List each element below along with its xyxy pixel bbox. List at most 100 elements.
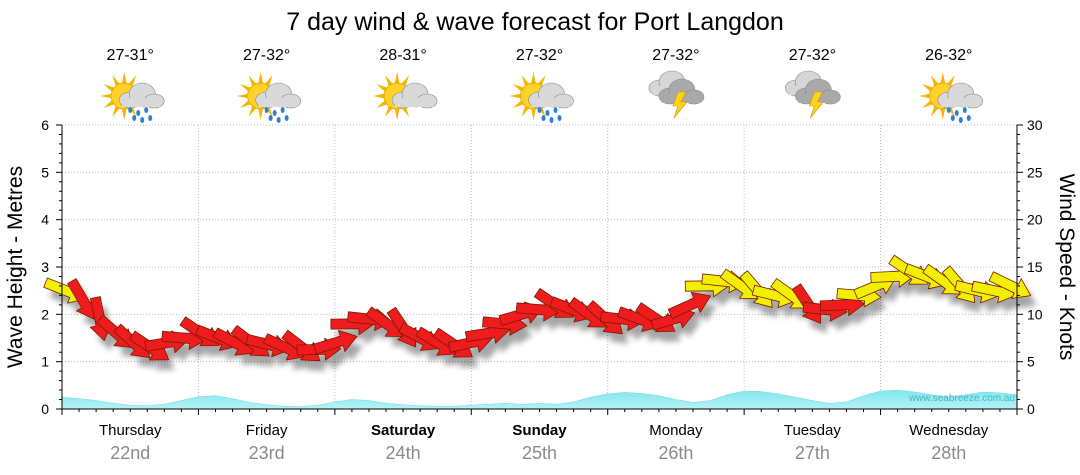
cloud-base <box>395 98 434 107</box>
y-axis-right-label: Wind Speed - Knots <box>1055 174 1078 361</box>
day-label: Monday <box>649 422 703 439</box>
rain-drop <box>537 107 542 113</box>
y-tick-label-left: 6 <box>41 117 49 133</box>
date-label: 28th <box>931 443 966 463</box>
date-label: 24th <box>386 443 421 463</box>
rain-drop <box>132 115 137 121</box>
sun-ray <box>947 75 955 87</box>
sun-ray <box>521 105 530 117</box>
sun-ray <box>128 75 137 87</box>
rain-drop <box>272 110 277 116</box>
sun-ray <box>401 105 410 117</box>
sun-ray <box>930 105 939 117</box>
rain-drop <box>549 117 554 123</box>
rain-drop <box>280 107 285 113</box>
sun-rain-icon <box>100 72 165 123</box>
storm-icon <box>785 70 841 119</box>
day-temperature: 27-32° <box>243 47 290 64</box>
day-temperature: 27-32° <box>652 47 699 64</box>
rain-drop <box>128 107 133 113</box>
sun-ray <box>248 105 257 117</box>
day-temperature: 27-32° <box>789 47 836 64</box>
wave-height-fill <box>61 389 1018 410</box>
y-tick-label-left: 4 <box>41 212 49 228</box>
day-temperature: 27-32° <box>516 47 563 64</box>
cloud-base <box>258 98 297 107</box>
rain-drop <box>268 115 273 121</box>
sun-rain-icon <box>918 72 984 123</box>
rain-drop <box>946 107 951 113</box>
sun-ray <box>509 93 521 99</box>
y-tick-label-right: 5 <box>1027 354 1035 370</box>
y-tick-label-right: 15 <box>1027 259 1043 275</box>
sun-ray <box>394 108 400 120</box>
chart-title: 7 day wind & wave forecast for Port Lang… <box>286 8 784 36</box>
cloud-base <box>940 98 979 107</box>
sun-cloud-icon <box>373 72 438 120</box>
rain-drop <box>284 115 289 121</box>
sun-ray <box>121 108 127 120</box>
day-headers: 27-31° Thursday 22nd 27-32° Friday 23rd 28-31°… <box>99 47 989 463</box>
date-label: 27th <box>795 443 830 463</box>
sun-ray <box>112 75 120 87</box>
sun-ray <box>373 93 385 99</box>
rain-drop <box>557 115 562 121</box>
rain-drop <box>541 115 546 121</box>
y-tick-label-left: 5 <box>41 164 49 180</box>
sun-ray <box>922 84 933 92</box>
wind-arrow <box>988 271 1032 299</box>
wave-height-area <box>61 389 1018 410</box>
cloud-base <box>531 98 570 107</box>
cloud-base <box>122 98 161 107</box>
wind-arrow-marks <box>43 254 1032 362</box>
date-label: 25th <box>522 443 557 463</box>
day-label: Wednesday <box>909 422 988 439</box>
sun-rain-icon <box>509 72 574 123</box>
day-label: Tuesday <box>784 422 841 439</box>
rain-drop <box>553 107 558 113</box>
y-tick-label-left: 0 <box>41 401 49 417</box>
date-label: 22nd <box>110 443 150 463</box>
y-tick-label-left: 3 <box>41 259 49 275</box>
day-label: Saturday <box>371 422 436 439</box>
sun-ray <box>531 108 536 120</box>
y-axis-left-label: Wave Height - Metres <box>4 166 27 368</box>
sun-ray <box>385 105 393 117</box>
sun-ray <box>940 72 946 84</box>
sun-ray <box>258 72 263 84</box>
sun-ray <box>112 105 120 117</box>
wind-arrow <box>313 330 358 355</box>
sun-ray <box>376 84 388 92</box>
lightning-bolt <box>808 91 824 119</box>
grid-lines <box>62 124 1017 409</box>
sun-ray <box>121 72 127 84</box>
sun-ray <box>100 93 112 99</box>
day-temperature: 26-32° <box>925 47 972 64</box>
sun-ray <box>512 84 524 92</box>
y-tick-label-left: 1 <box>41 354 49 370</box>
sun-ray <box>103 84 115 92</box>
rain-drop <box>140 117 145 123</box>
day-label: Friday <box>246 422 288 439</box>
wind-arrows <box>43 254 1037 371</box>
y-tick-label-right: 30 <box>1027 117 1043 133</box>
date-label: 23rd <box>249 443 285 463</box>
sun-ray <box>531 72 536 84</box>
lightning-bolt <box>672 91 688 119</box>
sun-ray <box>537 75 546 87</box>
y-tick-label-right: 0 <box>1027 401 1035 417</box>
rain-drop <box>950 115 955 121</box>
date-label: 26th <box>658 443 693 463</box>
rain-drop <box>144 107 149 113</box>
sun-ray <box>239 100 251 108</box>
y-tick-label-right: 20 <box>1027 212 1043 228</box>
rain-drop <box>148 115 153 121</box>
y-tick-label-left: 2 <box>41 306 49 322</box>
sun-ray <box>376 100 388 108</box>
storm-icon <box>648 70 705 119</box>
sun-rain-icon <box>236 72 301 123</box>
sun-ray <box>512 100 524 108</box>
rain-drop <box>545 110 550 116</box>
sun-ray <box>394 72 400 84</box>
